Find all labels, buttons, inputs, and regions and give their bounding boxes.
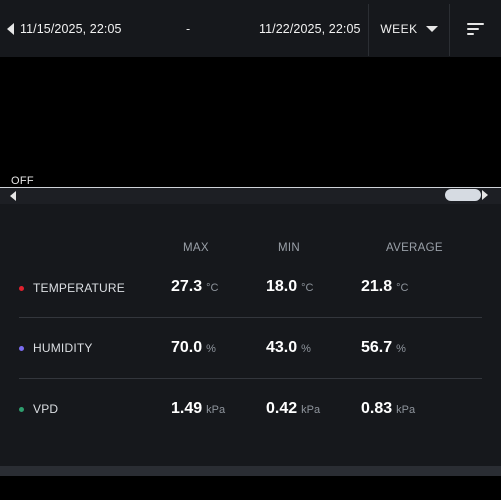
value-unit: kPa [396, 404, 416, 416]
row-divider [19, 317, 482, 318]
value-number: 0.42 [266, 400, 298, 417]
chart-scrollbar[interactable] [0, 187, 501, 204]
value-number: 18.0 [266, 278, 298, 295]
vpd-color-dot [19, 407, 24, 412]
value-number: 43.0 [266, 339, 298, 356]
caret-down-icon [425, 25, 438, 32]
sort-icon [467, 22, 484, 35]
sort-button[interactable] [450, 0, 501, 57]
header-divider [368, 4, 369, 56]
row-divider [19, 378, 482, 379]
temperature-min: 18.0 °C [266, 278, 313, 296]
end-date[interactable]: 11/22/2025, 22:05 [259, 21, 361, 36]
value-unit: °C [396, 282, 409, 294]
caret-left-icon[interactable] [7, 22, 14, 35]
temperature-average: 21.8 °C [361, 278, 408, 296]
column-header-average: AVERAGE [386, 242, 443, 254]
bottom-area [0, 476, 501, 500]
value-unit: % [396, 343, 406, 355]
value-number: 1.49 [171, 400, 203, 417]
stats-row-humidity: HUMIDITY 70.0 % 43.0 % 56.7 % [0, 319, 501, 379]
date-range-header [0, 0, 501, 57]
vpd-min: 0.42 kPa [266, 400, 320, 418]
scroll-thumb[interactable] [445, 189, 481, 201]
row-label: HUMIDITY [33, 341, 93, 355]
temperature-max: 27.3 °C [171, 278, 218, 296]
scroll-left-icon[interactable] [10, 191, 16, 201]
stats-panel [0, 204, 501, 466]
value-number: 70.0 [171, 339, 203, 356]
header-divider [449, 4, 450, 56]
column-header-min: MIN [278, 242, 300, 254]
value-unit: °C [206, 282, 219, 294]
row-label: TEMPERATURE [33, 281, 125, 295]
humidity-max: 70.0 % [171, 339, 216, 357]
bottom-divider [0, 466, 501, 476]
value-unit: kPa [206, 404, 226, 416]
value-unit: % [301, 343, 311, 355]
value-number: 21.8 [361, 278, 393, 295]
chart-toggle-label[interactable]: OFF [11, 175, 34, 187]
value-unit: % [206, 343, 216, 355]
start-date-control[interactable]: 11/15/2025, 22:05 [0, 0, 122, 57]
vpd-average: 0.83 kPa [361, 400, 415, 418]
chart-area [0, 57, 501, 187]
vpd-max: 1.49 kPa [171, 400, 225, 418]
scroll-right-icon[interactable] [482, 190, 488, 200]
range-select-button[interactable]: WEEK [369, 0, 449, 57]
value-unit: °C [301, 282, 314, 294]
value-number: 27.3 [171, 278, 203, 295]
value-number: 56.7 [361, 339, 393, 356]
stats-row-temperature: TEMPERATURE 27.3 °C 18.0 °C 21.8 °C [0, 258, 501, 318]
value-number: 0.83 [361, 400, 393, 417]
humidity-color-dot [19, 346, 24, 351]
end-date-control[interactable]: 11/22/2025, 22:05 [259, 0, 361, 57]
temperature-color-dot [19, 286, 24, 291]
start-date[interactable]: 11/15/2025, 22:05 [20, 21, 122, 36]
value-unit: kPa [301, 404, 321, 416]
humidity-average: 56.7 % [361, 339, 406, 357]
date-separator: - [186, 21, 191, 36]
stats-row-vpd: VPD 1.49 kPa 0.42 kPa 0.83 kPa [0, 380, 501, 440]
column-header-max: MAX [183, 242, 209, 254]
humidity-min: 43.0 % [266, 339, 311, 357]
range-select-label: WEEK [380, 21, 418, 36]
row-label: VPD [33, 402, 59, 416]
